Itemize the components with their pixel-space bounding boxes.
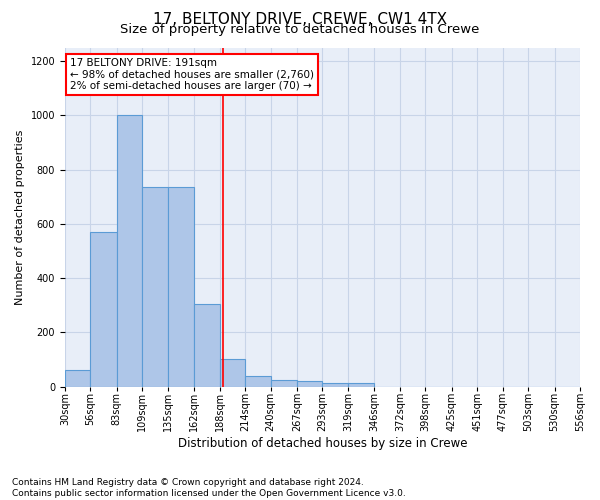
Bar [245,376,271,386]
Bar [348,383,374,386]
Text: 17 BELTONY DRIVE: 191sqm
← 98% of detached houses are smaller (2,760)
2% of semi: 17 BELTONY DRIVE: 191sqm ← 98% of detach… [70,58,314,91]
Text: 17, BELTONY DRIVE, CREWE, CW1 4TX: 17, BELTONY DRIVE, CREWE, CW1 4TX [153,12,447,28]
Text: Size of property relative to detached houses in Crewe: Size of property relative to detached ho… [121,22,479,36]
Bar [117,116,142,386]
Y-axis label: Number of detached properties: Number of detached properties [15,130,25,304]
Bar [271,380,297,386]
Bar [168,187,194,386]
Bar [297,381,322,386]
X-axis label: Distribution of detached houses by size in Crewe: Distribution of detached houses by size … [178,437,467,450]
Bar [322,383,348,386]
Bar [142,187,168,386]
Text: Contains HM Land Registry data © Crown copyright and database right 2024.
Contai: Contains HM Land Registry data © Crown c… [12,478,406,498]
Bar [220,360,245,386]
Bar [194,304,220,386]
Bar [91,232,117,386]
Bar [65,370,91,386]
